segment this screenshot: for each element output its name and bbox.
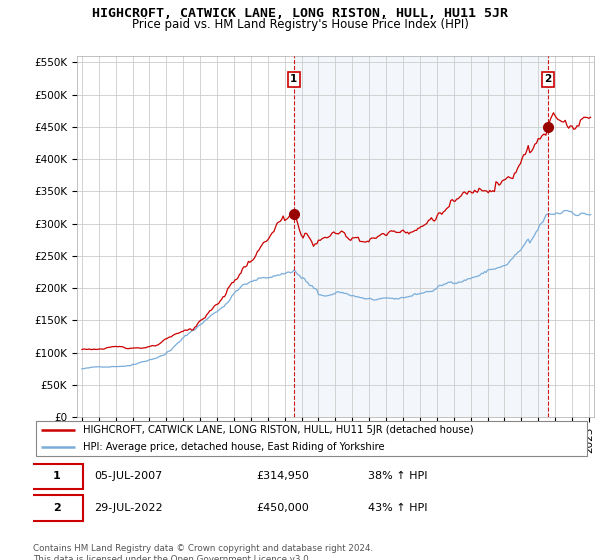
Text: 1: 1 (53, 472, 61, 482)
Text: HIGHCROFT, CATWICK LANE, LONG RISTON, HULL, HU11 5JR (detached house): HIGHCROFT, CATWICK LANE, LONG RISTON, HU… (83, 424, 474, 435)
Text: Price paid vs. HM Land Registry's House Price Index (HPI): Price paid vs. HM Land Registry's House … (131, 18, 469, 31)
Text: HPI: Average price, detached house, East Riding of Yorkshire: HPI: Average price, detached house, East… (83, 442, 385, 452)
Text: £314,950: £314,950 (256, 472, 309, 482)
FancyBboxPatch shape (36, 421, 587, 456)
Text: HIGHCROFT, CATWICK LANE, LONG RISTON, HULL, HU11 5JR: HIGHCROFT, CATWICK LANE, LONG RISTON, HU… (92, 7, 508, 20)
Text: 43% ↑ HPI: 43% ↑ HPI (368, 503, 427, 513)
Text: 1: 1 (290, 74, 298, 85)
Text: 2: 2 (544, 74, 551, 85)
Text: 2: 2 (53, 503, 61, 513)
FancyBboxPatch shape (30, 464, 83, 489)
Text: 29-JUL-2022: 29-JUL-2022 (94, 503, 163, 513)
Text: £450,000: £450,000 (256, 503, 309, 513)
Text: 05-JUL-2007: 05-JUL-2007 (94, 472, 163, 482)
Bar (294, 56, 548, 417)
FancyBboxPatch shape (30, 495, 83, 521)
Text: Contains HM Land Registry data © Crown copyright and database right 2024.
This d: Contains HM Land Registry data © Crown c… (33, 544, 373, 560)
Text: 38% ↑ HPI: 38% ↑ HPI (368, 472, 427, 482)
